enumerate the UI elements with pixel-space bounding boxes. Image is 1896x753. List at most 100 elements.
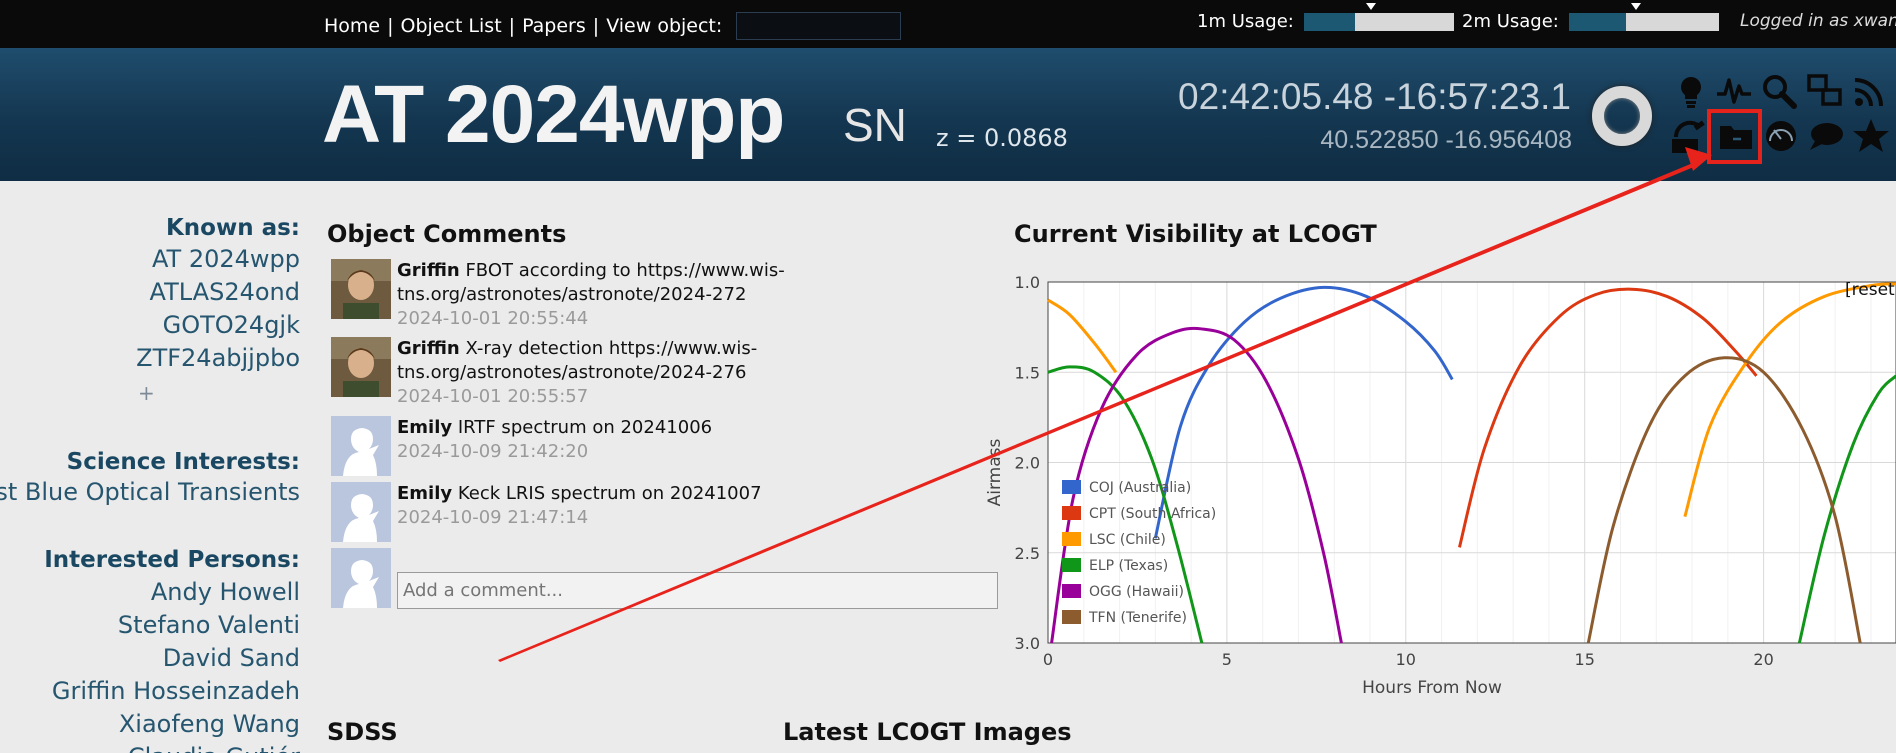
comment-body: Griffin X-ray detection https://www.wis-… (397, 337, 977, 409)
y-tick-label: 1.5 (1015, 363, 1040, 382)
visibility-chart: 0 5 10 15 20 1.0 1.5 2.0 2.5 3.0 Hours From Now Air… (985, 273, 1896, 698)
reset-zoom-button[interactable]: [reset (1845, 280, 1895, 300)
lightbulb-icon[interactable] (1672, 72, 1710, 110)
star-icon[interactable] (1852, 117, 1890, 155)
legend-swatch (1062, 584, 1081, 598)
top-nav-bar: Home | Object List | Papers | View objec… (0, 0, 1896, 48)
comment-timestamp: 2024-10-01 20:55:44 (397, 308, 589, 329)
usage-2m-bar (1568, 2, 1719, 31)
search-icon[interactable] (1760, 72, 1798, 110)
y-tick-label: 3.0 (1015, 634, 1040, 653)
science-interest-item[interactable]: Fast Blue Optical Transients (0, 478, 300, 506)
person-item[interactable]: Andy Howell (150, 578, 300, 606)
y-tick-label: 2.5 (1015, 544, 1040, 563)
legend-label: CPT (South Africa) (1089, 506, 1216, 522)
add-comment-input[interactable] (397, 572, 998, 609)
object-comments-title: Object Comments (327, 220, 567, 248)
known-as-item[interactable]: ATLAS24ond (149, 278, 300, 306)
comment-body: Emily IRTF spectrum on 20241006 2024-10-… (397, 416, 977, 464)
status-ring-icon[interactable] (1592, 86, 1652, 146)
science-interests-title: Science Interests: (66, 449, 300, 475)
legend-label: LSC (Chile) (1089, 532, 1166, 548)
usage-1m-marker (1366, 2, 1377, 10)
legend-swatch (1062, 506, 1081, 520)
usage-1m-label: 1m Usage: (1197, 11, 1294, 32)
interested-persons-list: Andy Howell Stefano Valenti David Sand G… (52, 576, 300, 753)
nav-separator: | (592, 15, 600, 37)
usage-1m-fill (1303, 12, 1355, 31)
coordinates-degrees: 40.522850 -16.956408 (1320, 126, 1572, 154)
legend-swatch (1062, 480, 1081, 494)
person-item[interactable]: Griffin Hosseinzadeh (51, 677, 300, 705)
nav-papers-link[interactable]: Papers (522, 15, 586, 37)
rss-icon[interactable] (1851, 72, 1889, 110)
x-tick-label: 10 (1396, 650, 1416, 669)
known-as-item[interactable]: ZTF24abjjpbo (136, 344, 300, 372)
comment-icon[interactable] (1807, 117, 1845, 155)
logged-in-status: Logged in as xwang (1740, 11, 1896, 31)
comment-text: IRTF spectrum on 20241006 (457, 417, 713, 438)
y-tick-label: 1.0 (1015, 273, 1040, 292)
nav-separator: | (508, 15, 516, 37)
comment-timestamp: 2024-10-09 21:42:20 (397, 441, 589, 462)
comment-text: Keck LRIS spectrum on 20241007 (457, 483, 762, 504)
y-axis-label: Airmass (985, 438, 1005, 506)
x-tick-label: 0 (1043, 650, 1053, 669)
known-as-list: AT 2024wpp ATLAS24ond GOTO24gjk ZTF24abj… (136, 243, 300, 375)
known-as-item[interactable]: AT 2024wpp (151, 245, 300, 273)
legend-label: ELP (Texas) (1089, 558, 1168, 574)
lightcurve-icon[interactable] (1715, 72, 1753, 110)
comment-author: Griffin (397, 260, 460, 281)
airmass-gauge-icon[interactable] (1762, 117, 1800, 155)
object-type: SN (843, 99, 907, 151)
latest-lcogt-images-title: Latest LCOGT Images (783, 718, 1072, 746)
nav-separator: | (387, 15, 394, 37)
default-avatar (331, 548, 391, 608)
known-as-title: Known as: (165, 215, 300, 241)
legend-label: COJ (Australia) (1089, 480, 1191, 496)
usage-1m: 1m Usage: (1197, 2, 1454, 32)
finder-chart-icon[interactable] (1806, 72, 1844, 110)
view-object-input[interactable] (736, 12, 902, 40)
folder-icon-highlight (1707, 109, 1762, 164)
comment-author: Emily (397, 483, 453, 504)
comment-author: Emily (397, 417, 453, 438)
person-item[interactable]: Claudia Gutiér (52, 741, 300, 753)
add-name-button[interactable]: + (138, 381, 155, 405)
series-line (1683, 282, 1896, 518)
default-avatar (331, 482, 391, 542)
legend-swatch (1062, 532, 1081, 546)
comment-body: Griffin FBOT according to https://www.wi… (397, 259, 977, 331)
view-object-label: View object: (606, 15, 723, 37)
user-photo-avatar (331, 259, 391, 319)
series-line (1797, 374, 1896, 644)
usage-2m-label: 2m Usage: (1462, 11, 1559, 32)
folder-icon[interactable] (1717, 117, 1755, 155)
interested-persons-title: Interested Persons: (44, 547, 300, 573)
x-axis-label: Hours From Now (1362, 678, 1502, 698)
x-tick-label: 20 (1753, 650, 1773, 669)
usage-1m-bar (1303, 2, 1454, 31)
comment-timestamp: 2024-10-01 20:55:57 (397, 386, 589, 407)
person-item[interactable]: Stefano Valenti (117, 611, 300, 639)
x-tick-label: 5 (1222, 650, 1232, 669)
nav-object-list-link[interactable]: Object List (400, 15, 502, 37)
nav-home-link[interactable]: Home (324, 15, 381, 37)
y-tick-label: 2.0 (1015, 454, 1040, 473)
person-item[interactable]: David Sand (162, 644, 300, 672)
sdss-title: SDSS (327, 718, 398, 746)
known-as-item[interactable]: GOTO24gjk (162, 311, 300, 339)
object-name: AT 2024wpp (322, 69, 785, 160)
coordinates-sexagesimal: 02:42:05.48 -16:57:23.1 (1178, 76, 1571, 117)
legend-label: OGG (Hawaii) (1089, 584, 1184, 600)
telescope-icon[interactable] (1670, 117, 1708, 155)
user-photo-avatar (331, 337, 391, 397)
main-nav: Home | Object List | Papers | View objec… (324, 12, 902, 40)
x-tick-label: 15 (1575, 650, 1595, 669)
usage-2m: 2m Usage: (1462, 2, 1719, 32)
person-item[interactable]: Xiaofeng Wang (118, 710, 300, 738)
usage-2m-marker (1631, 2, 1642, 10)
visibility-title: Current Visibility at LCOGT (1014, 220, 1377, 248)
comment-author: Griffin (397, 338, 460, 359)
default-avatar (331, 416, 391, 476)
